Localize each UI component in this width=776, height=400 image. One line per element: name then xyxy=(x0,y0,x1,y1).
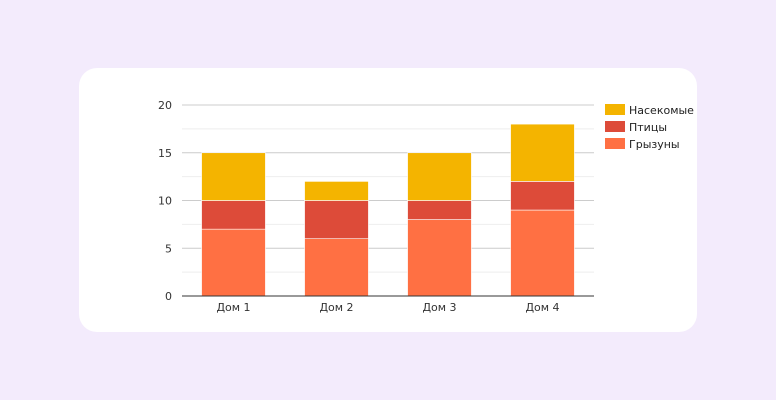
legend-swatch xyxy=(605,138,625,149)
y-tick-label: 0 xyxy=(165,290,172,303)
bar-segment xyxy=(201,228,266,297)
bars xyxy=(201,123,575,297)
bar-segment xyxy=(510,181,575,211)
stacked-bar-chart: 0 5 10 15 20 Дом 1 Дом 2 Дом 3 Дом 4 Насекомые Пт… xyxy=(158,99,694,314)
chart-card: 0 5 10 15 20 Дом 1 Дом 2 Дом 3 Дом 4 Насекомые Пт… xyxy=(79,68,697,332)
y-tick-label: 5 xyxy=(165,242,172,255)
x-tick-label: Дом 2 xyxy=(319,301,353,314)
x-tick-label: Дом 3 xyxy=(422,301,456,314)
bar-segment xyxy=(510,209,575,297)
axes: 0 5 10 15 20 Дом 1 Дом 2 Дом 3 Дом 4 xyxy=(158,99,594,314)
bar-segment xyxy=(304,238,369,297)
y-tick-label: 10 xyxy=(158,195,172,208)
legend-label: Птицы xyxy=(629,121,667,134)
bar-segment xyxy=(510,123,575,182)
bar-segment xyxy=(407,200,472,220)
bar-segment xyxy=(304,181,369,201)
x-tick-label: Дом 4 xyxy=(525,301,559,314)
bar-segment xyxy=(407,152,472,201)
legend: Насекомые Птицы Грызуны xyxy=(605,104,694,151)
legend-label: Грызуны xyxy=(629,138,680,151)
y-tick-label: 20 xyxy=(158,99,172,112)
x-tick-label: Дом 1 xyxy=(216,301,250,314)
bar-segment xyxy=(201,152,266,201)
bar-segment xyxy=(201,200,266,230)
legend-swatch xyxy=(605,121,625,132)
bar-segment xyxy=(304,200,369,240)
legend-swatch xyxy=(605,104,625,115)
y-tick-label: 15 xyxy=(158,147,172,160)
bar-segment xyxy=(407,219,472,297)
legend-label: Насекомые xyxy=(629,104,694,117)
